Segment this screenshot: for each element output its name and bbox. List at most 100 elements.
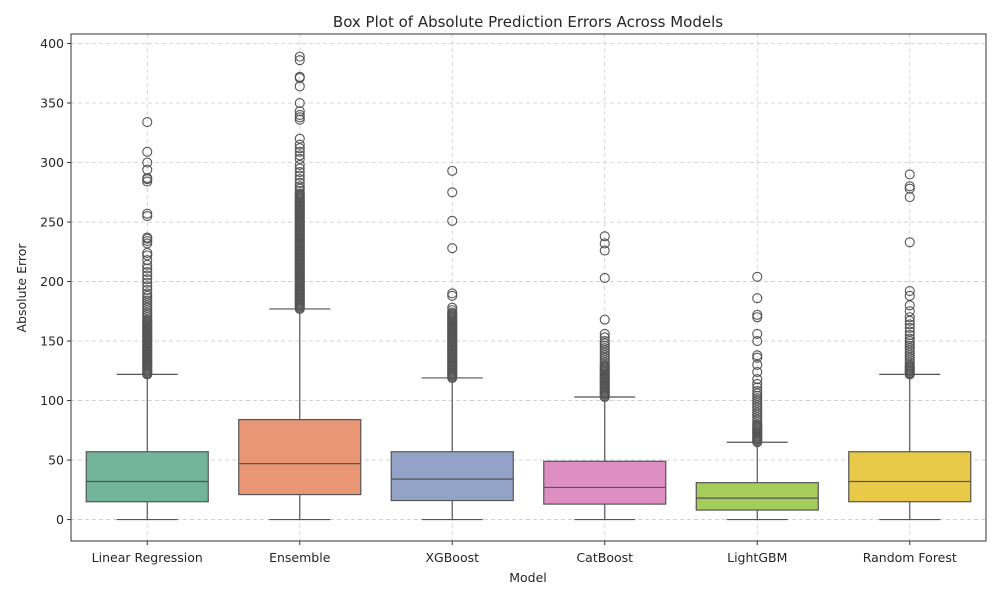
x-tick-label: Random Forest — [863, 550, 957, 565]
outlier-point — [142, 284, 153, 295]
outlier-point — [904, 340, 915, 351]
outlier-point — [904, 312, 915, 323]
y-axis-label: Absolute Error — [14, 243, 29, 333]
outlier-point — [904, 286, 915, 297]
y-tick-label: 350 — [40, 96, 64, 111]
outlier-point — [142, 236, 153, 247]
outlier-point — [904, 183, 915, 194]
outlier-point — [294, 109, 305, 120]
x-tick-label: LightGBM — [727, 550, 787, 565]
outlier-point — [294, 71, 305, 82]
outlier-point — [447, 307, 458, 318]
outlier-point — [904, 191, 915, 203]
y-tick-label: 0 — [56, 512, 64, 527]
box-iqr — [238, 419, 362, 496]
outlier-point — [142, 117, 153, 128]
box-iqr — [85, 451, 209, 503]
outlier-point — [294, 181, 305, 192]
outlier-point — [142, 274, 153, 285]
outlier-point — [904, 326, 915, 337]
outlier-point — [599, 231, 610, 242]
outlier-point — [904, 333, 915, 344]
outlier-point — [447, 290, 458, 301]
box-group — [695, 271, 819, 521]
outlier-point — [447, 165, 458, 176]
box-iqr — [848, 451, 972, 503]
outlier-point — [142, 250, 153, 261]
outlier-point — [904, 338, 915, 349]
outlier-point — [142, 157, 153, 168]
outlier-point — [294, 97, 305, 109]
y-tick-label: 150 — [40, 334, 64, 349]
outlier-point — [904, 330, 915, 341]
outlier-point — [294, 51, 305, 62]
x-axis: Linear Regression Ensemble XGBoost CatBoost… — [92, 541, 957, 565]
box-iqr — [543, 460, 667, 505]
box-group — [238, 51, 362, 521]
outlier-point — [294, 153, 305, 165]
outlier-point — [904, 306, 915, 317]
outlier-point — [752, 328, 763, 339]
outlier-point — [752, 382, 763, 393]
outlier-point — [294, 146, 305, 157]
x-axis-label: Model — [509, 570, 547, 585]
outlier-point — [142, 263, 153, 274]
outlier-point — [752, 366, 763, 378]
box-group — [85, 117, 209, 521]
outlier-point — [599, 343, 610, 354]
outlier-point — [294, 177, 305, 188]
outlier-point — [294, 133, 305, 144]
outlier-point — [142, 211, 153, 222]
outlier-point — [447, 187, 458, 198]
box-iqr — [695, 482, 819, 511]
outlier-point — [599, 272, 610, 284]
box-group — [543, 231, 667, 521]
outlier-point — [447, 302, 458, 313]
x-tick-label: Linear Regression — [92, 550, 203, 565]
outlier-point — [599, 245, 610, 256]
outlier-point — [294, 139, 305, 150]
outlier-point — [142, 146, 153, 157]
box-group — [848, 169, 972, 521]
outlier-point — [752, 271, 763, 282]
outlier-point — [599, 336, 610, 347]
outlier-point — [142, 277, 153, 288]
outlier-point — [752, 352, 763, 363]
outlier-point — [752, 309, 763, 320]
outlier-point — [904, 237, 915, 248]
y-tick-label: 400 — [40, 36, 64, 51]
outlier-point — [294, 55, 305, 66]
outlier-point — [752, 378, 763, 389]
y-tick-label: 300 — [40, 155, 64, 170]
outlier-point — [904, 322, 915, 334]
y-tick-label: 250 — [40, 215, 64, 230]
box-group — [390, 165, 514, 521]
box-series — [85, 51, 972, 521]
outlier-point — [752, 336, 763, 347]
outlier-point — [142, 293, 153, 304]
outlier-point — [294, 112, 305, 123]
outlier-point — [294, 150, 305, 161]
y-axis: 0 50 100 150 200 250 300 350 400 — [40, 36, 71, 527]
x-tick-label: XGBoost — [425, 550, 479, 565]
outlier-point — [599, 332, 610, 343]
outlier-point — [142, 295, 153, 306]
outlier-point — [752, 350, 763, 361]
outlier-point — [142, 270, 153, 281]
outlier-point — [599, 328, 610, 339]
outlier-point — [447, 288, 458, 299]
outlier-point — [294, 167, 305, 178]
outlier-point — [752, 312, 763, 323]
outlier-point — [142, 172, 153, 184]
outlier-point — [142, 255, 153, 266]
y-tick-label: 200 — [40, 274, 64, 289]
outlier-point — [599, 238, 610, 249]
outlier-point — [142, 232, 153, 243]
y-tick-label: 50 — [48, 453, 64, 468]
outlier-point — [294, 188, 305, 199]
outlier-point — [447, 243, 458, 254]
outlier-point — [142, 176, 153, 187]
outlier-point — [294, 174, 305, 185]
outlier-point — [447, 305, 458, 316]
outlier-point — [294, 106, 305, 117]
